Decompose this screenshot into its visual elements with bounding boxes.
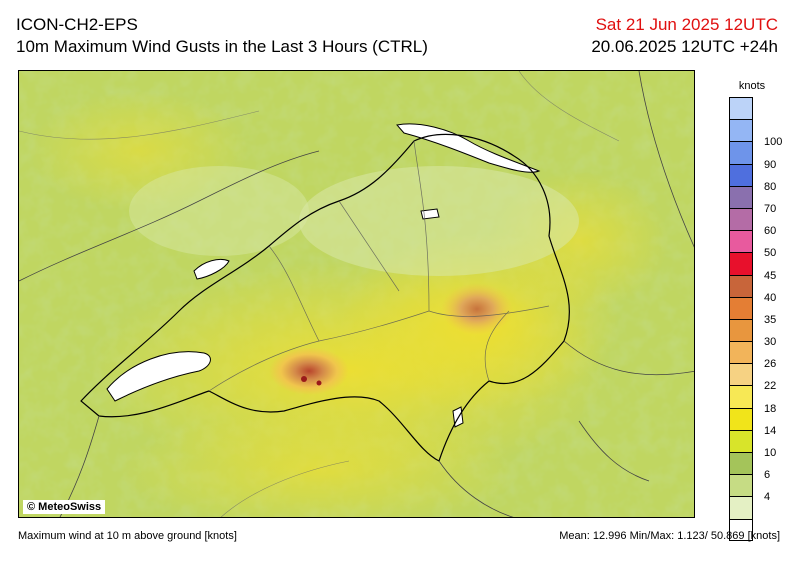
legend-swatch: 100 [729,119,782,148]
legend-tick-label: 35 [764,313,777,326]
legend-tick-label: 14 [764,424,777,437]
legend-tick-label: 30 [764,336,777,349]
legend-swatch [729,97,753,120]
legend-swatch: 30 [729,318,776,348]
legend-tick-label: 90 [764,158,777,171]
legend-tick-label: 6 [764,469,771,482]
legend-tick-label: 100 [764,136,783,149]
legend-swatch: 40 [729,274,776,304]
legend-swatch: 26 [729,341,776,370]
legend-swatch: 18 [729,385,776,415]
valid-date: Sat 21 Jun 2025 12UTC [595,15,778,34]
legend-tick-label: 50 [764,247,777,260]
legend-swatch: 90 [729,141,776,171]
legend-swatch: 80 [729,163,776,193]
map-canvas [19,71,694,517]
legend-swatch: 70 [729,185,776,215]
legend-swatch: 60 [729,207,776,237]
legend-tick-label: 4 [764,491,771,504]
legend-tick-label: 22 [764,380,777,393]
legend-tick-label: 45 [764,269,777,282]
legend-swatch: 50 [729,230,776,259]
legend-tick-label: 26 [764,358,777,371]
legend-tick-label: 40 [764,291,777,304]
legend-swatch: 14 [729,407,776,437]
legend-swatch: 4 [729,474,770,503]
legend-unit: knots [738,80,766,92]
legend-tick-label: 80 [764,180,777,193]
footer-statistics: Mean: 12.996 Min/Max: 1.123/ 50.869 [kno… [559,530,780,542]
legend-swatch: 22 [729,363,776,392]
legend-tick-label: 10 [764,447,777,459]
title-block: ICON-CH2-EPS 10m Maximum Wind Gusts in t… [16,14,428,58]
color-legend: 100 90 80 70 60 50 45 40 35 30 26 22 18 14 10 6 4 [729,97,782,541]
legend-swatch: 6 [729,452,770,481]
wind-gust-map[interactable]: © MeteoSwiss [18,70,695,518]
run-info: 20.06.2025 12UTC +24h [591,37,778,56]
legend-swatch: 45 [729,252,776,282]
map-title: 10m Maximum Wind Gusts in the Last 3 Hou… [16,37,428,56]
legend-swatch: 10 [729,429,776,459]
legend-swatch [729,518,753,541]
copyright-label: © MeteoSwiss [23,500,106,514]
legend-tick-label: 60 [764,225,777,238]
time-block: Sat 21 Jun 2025 12UTC 20.06.2025 12UTC +… [591,14,778,58]
footer-description: Maximum wind at 10 m above ground [knots… [18,530,237,542]
legend-swatch: 35 [729,296,776,326]
legend-tick-label: 70 [764,202,777,215]
model-name: ICON-CH2-EPS [16,15,138,34]
legend-swatch [729,496,753,519]
legend-tick-label: 18 [764,402,777,415]
